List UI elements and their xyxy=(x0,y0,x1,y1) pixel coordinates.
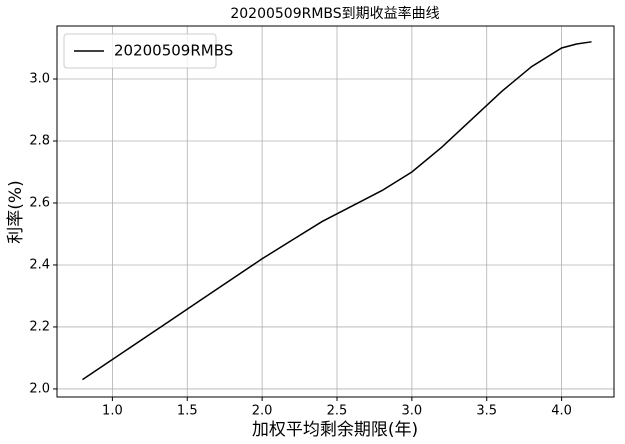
legend-label: 20200509RMBS xyxy=(114,42,233,60)
x-tick-label: 1.0 xyxy=(102,404,123,419)
y-tick-label: 2.6 xyxy=(29,195,50,210)
x-tick-label: 3.5 xyxy=(476,404,497,419)
y-tick-label: 2.0 xyxy=(29,381,50,396)
line-series xyxy=(82,41,592,381)
x-tick-label: 4.0 xyxy=(551,404,572,419)
y-axis-label: 利率(%) xyxy=(6,180,26,243)
x-tick-label: 2.0 xyxy=(252,404,273,419)
chart-title: 20200509RMBS到期收益率曲线 xyxy=(230,5,439,22)
y-tick-label: 3.0 xyxy=(29,72,50,87)
x-tick-label: 2.5 xyxy=(327,404,348,419)
y-tick-label: 2.8 xyxy=(29,133,50,148)
x-tick-label: 3.0 xyxy=(402,404,423,419)
legend-box xyxy=(63,33,217,69)
plot-frame xyxy=(56,25,615,398)
x-tick-label: 1.5 xyxy=(177,404,198,419)
x-axis-label: 加权平均剩余期限(年) xyxy=(252,420,418,440)
y-tick-label: 2.4 xyxy=(29,257,50,272)
y-tick-label: 2.2 xyxy=(29,319,50,334)
